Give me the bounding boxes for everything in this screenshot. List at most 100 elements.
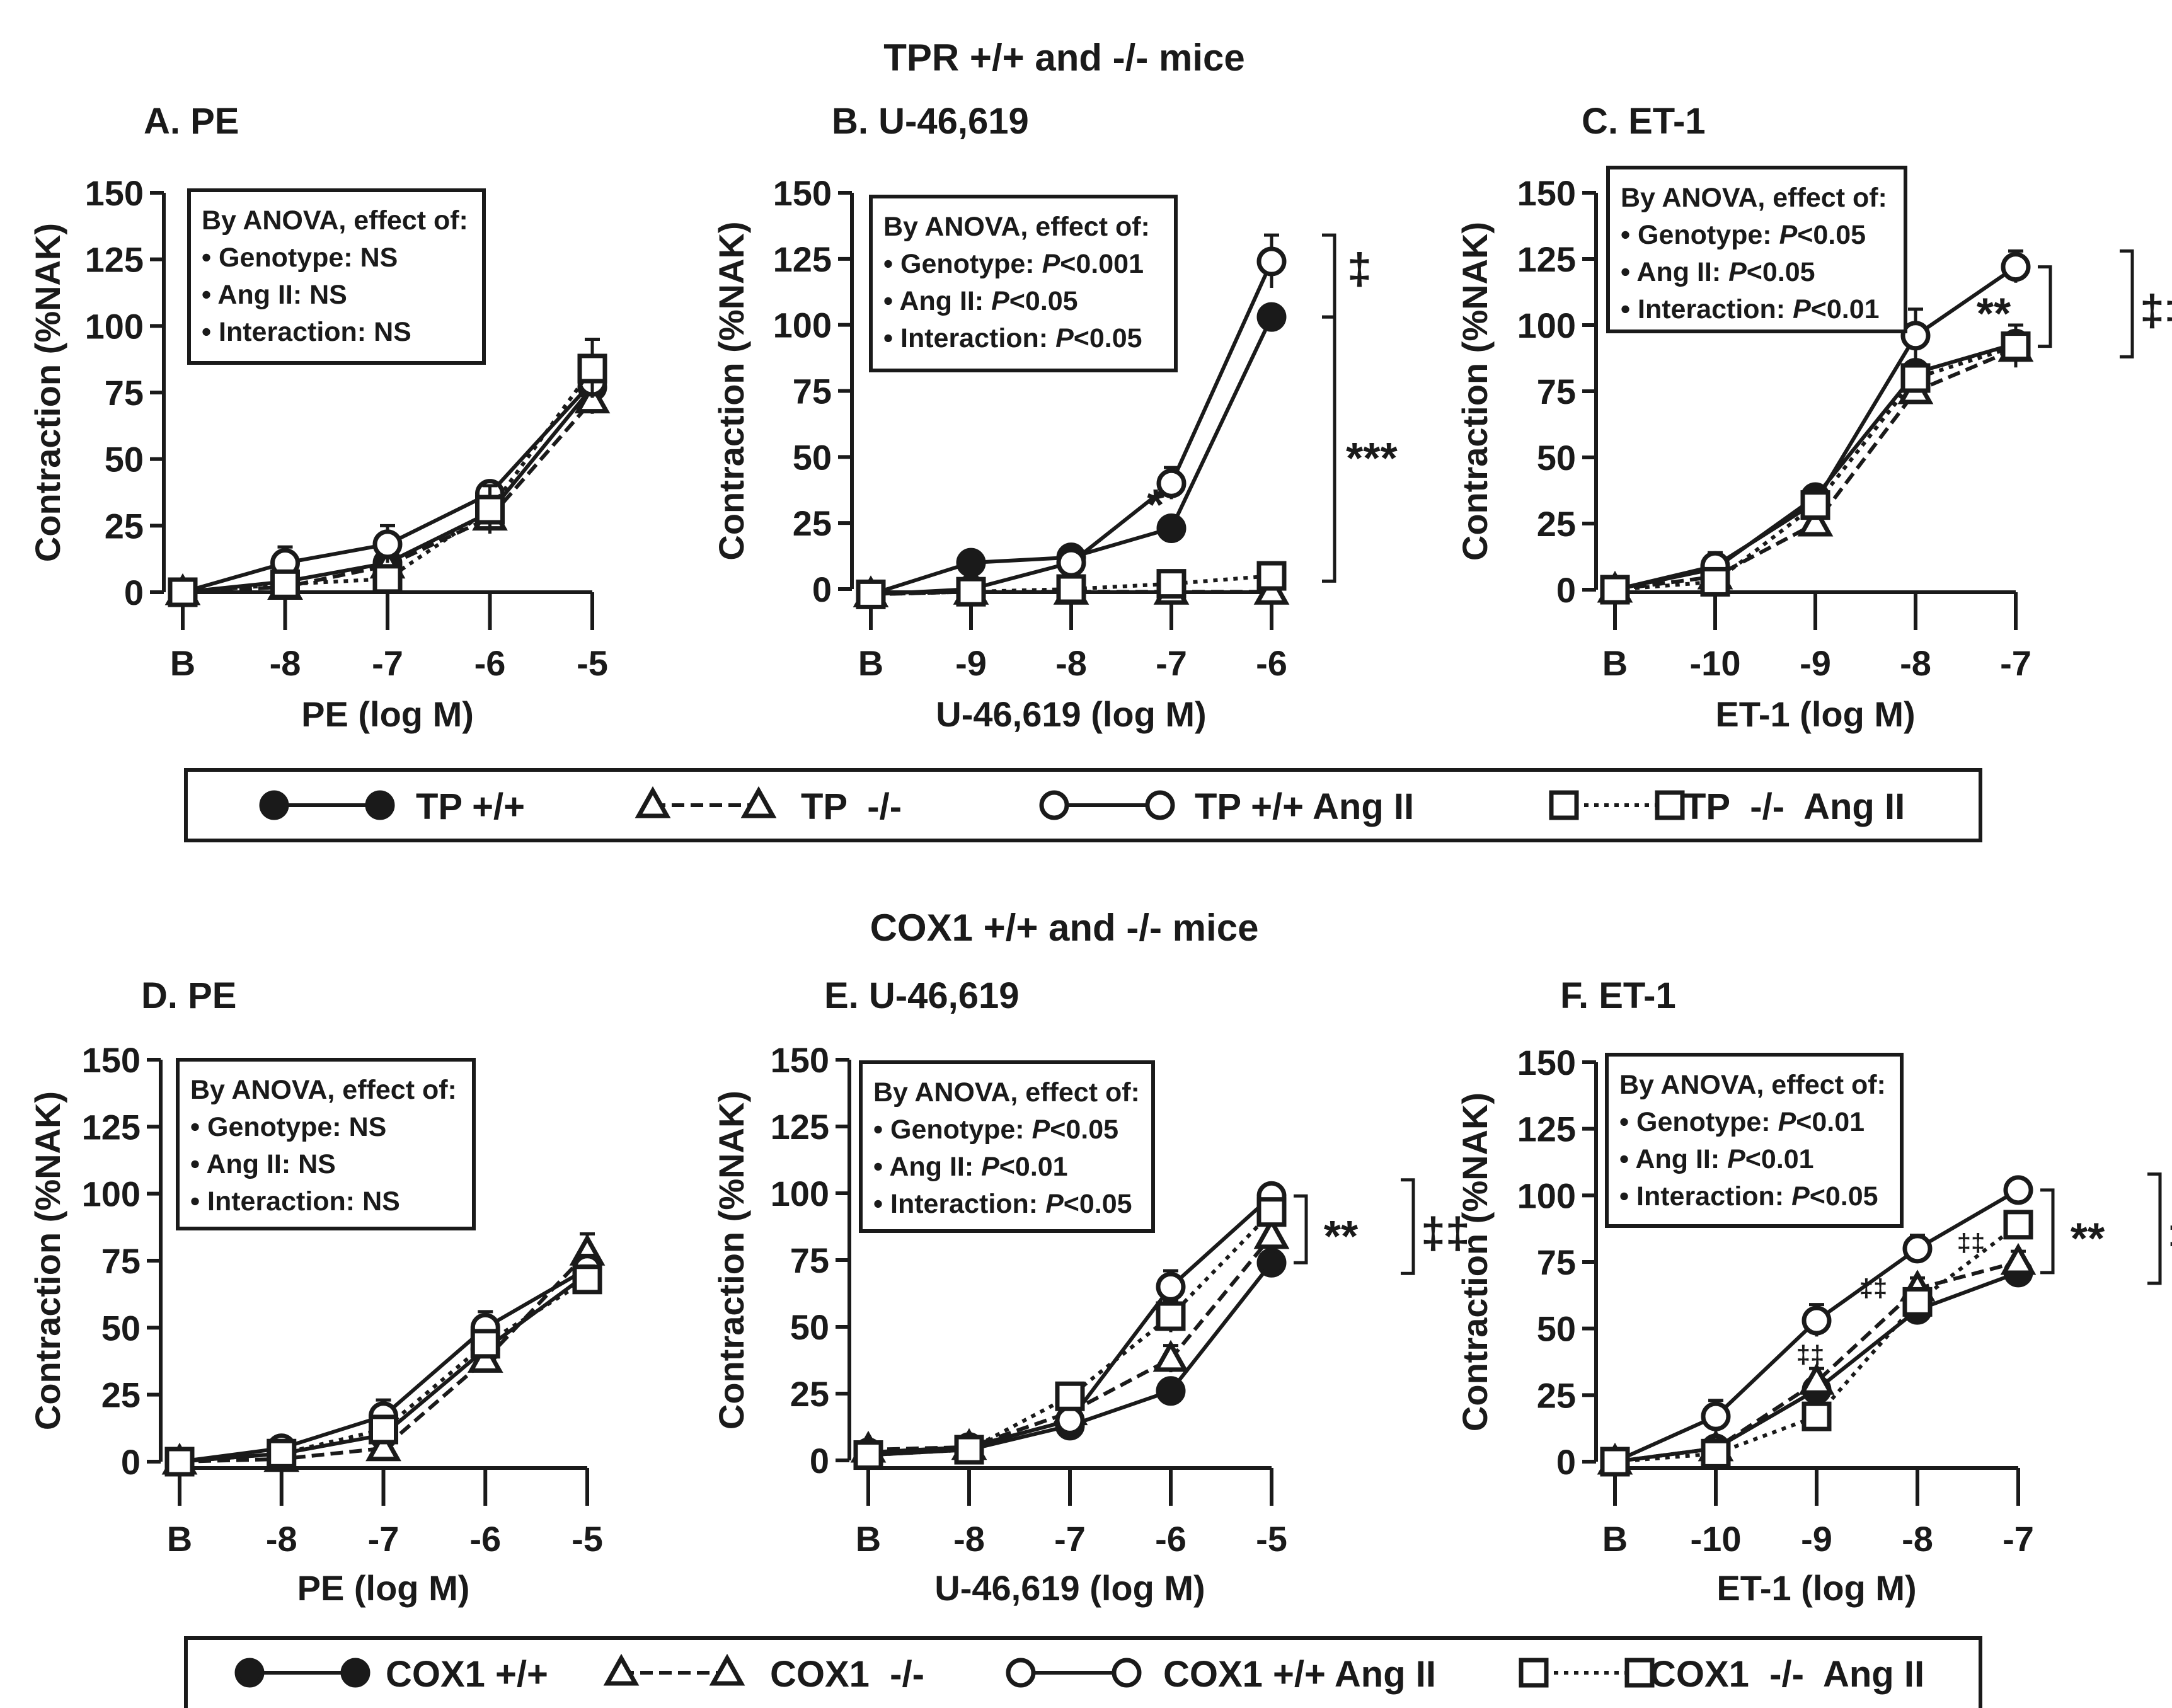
stats-line: • Genotype: NS [202,243,398,273]
y-tick-label: 125 [1517,1109,1576,1149]
x-tick-label: -8 [270,643,301,683]
y-tick-label: 150 [82,1040,141,1080]
bracket [1322,233,1336,319]
data-point [1256,1197,1287,1227]
data-point [2003,1175,2033,1205]
legend-marker [709,1653,745,1686]
x-tick-label: B [856,1519,881,1559]
y-tick-label: 100 [771,1174,829,1213]
x-tick-label: -9 [1801,1519,1832,1559]
significance-mark: ‡‡ [1957,1229,1985,1257]
significance-mark: ‡‡ [1421,1208,1470,1258]
data-point [1156,468,1187,498]
bracket [2038,265,2052,348]
x-tick-label: -8 [953,1519,985,1559]
series-line [1614,1260,2019,1464]
x-tick-label: B [170,643,195,683]
y-tick-label: 50 [790,1307,829,1347]
data-point [2001,252,2031,282]
y-tick-label: 150 [1517,173,1576,213]
data-point [956,576,986,607]
legend-entry: TP +/+ [259,786,525,827]
data-point [572,1264,602,1295]
x-tick-label: -7 [372,643,403,683]
y-tick-label: 25 [101,1375,141,1415]
stats-box-frame [187,188,486,365]
chart-panel-a: A. PE 0 25 50 75 100 125 150 Contraction (%NAK) B… [28,101,611,734]
y-tick-label: 100 [1517,306,1576,345]
data-point [369,1414,398,1445]
panel-title: B. U-46,619 [832,101,1029,142]
legend-marker [1006,1658,1036,1688]
y-tick-label: 125 [773,239,832,279]
data-point [1256,246,1287,277]
y-tick-label: 50 [101,1308,141,1348]
data-point [1055,1405,1085,1435]
stats-line: • Interaction: NS [190,1186,400,1217]
legend-label: COX1 +/+ [386,1654,548,1695]
data-point [1256,302,1287,332]
data-point [1256,1247,1287,1278]
stats-line: • Interaction: NS [202,317,411,347]
stats-line: By ANOVA, effect of: [1619,1070,1886,1100]
y-tick-label: 100 [85,306,144,346]
anova-stats-box: By ANOVA, effect of: • Genotype: P<0.05 • … [1606,166,1907,333]
significance-mark: ‡ [1347,244,1372,294]
series-cox1-ang-ii [853,1197,1287,1470]
y-tick-label: 150 [1517,1043,1576,1082]
data-point [954,1435,984,1465]
significance-mark: ** [1324,1212,1359,1261]
data-point [1156,513,1187,544]
stats-line: • Interaction: P<0.05 [1619,1181,1878,1212]
y-tick-label: 0 [810,1441,829,1481]
bracket [2147,1172,2162,1285]
data-point [2001,331,2031,362]
legend-tpr: TP +/+ TP -/- TP +/+ Ang II TP -/- Ang II [184,768,1982,842]
legend-cox1: COX1 +/+ COX1 -/- COX1 +/+ Ang II COX1 -/- … [184,1636,1982,1708]
x-axis-label: PE (log M) [297,1568,470,1608]
x-tick-label: -7 [1156,643,1187,683]
x-tick-label: -10 [1691,1519,1742,1559]
legend-marker [234,1658,265,1688]
data-point [1900,363,1931,393]
legend-label: COX1 -/- Ang II [1650,1654,1924,1695]
y-tick-label: 50 [105,440,144,479]
series-cox1-ang-ii [1600,1175,2033,1477]
data-point [1600,1447,1630,1477]
x-axis-label: ET-1 (log M) [1716,1568,1916,1608]
series-tp- [1597,330,2034,603]
panel-title: A. PE [144,101,239,142]
stats-box-frame [1605,1053,1904,1228]
stats-box-frame [869,195,1178,372]
stats-line: By ANOVA, effect of: [202,205,468,236]
y-tick-label: 0 [812,570,832,609]
x-tick-label: B [1602,1519,1628,1559]
stats-line: • Ang II: NS [202,280,347,310]
y-tick-label: 125 [85,240,144,280]
stats-line: By ANOVA, effect of: [190,1075,457,1105]
stats-line: • Genotype: P<0.001 [883,249,1144,279]
legend-entry: TP +/+ Ang II [1039,786,1414,827]
legend-marker [635,786,671,818]
x-tick-label: -7 [1054,1519,1086,1559]
stats-line: • Genotype: NS [190,1112,386,1142]
series-tp-ang-ii [856,561,1287,609]
panel-title: E. U-46,619 [824,975,1020,1016]
stats-line: By ANOVA, effect of: [883,212,1150,242]
y-tick-label: 50 [1537,438,1576,478]
section-title-tpr: TPR +/+ and -/- mice [883,37,1245,79]
anova-stats-box: By ANOVA, effect of: • Genotype: P<0.05 • … [859,1060,1155,1233]
legend-entry: COX1 -/- [603,1653,924,1695]
data-point [1056,574,1086,604]
x-tick-label: -8 [1900,643,1931,683]
data-point [470,1329,500,1359]
significance-mark: ** [1977,289,2011,338]
legend-marker [1519,1658,1549,1688]
significance-mark: ‡‡ [2140,286,2172,335]
stats-line: By ANOVA, effect of: [1621,183,1887,213]
legends: TP +/+ TP -/- TP +/+ Ang II TP -/- Ang II CO… [184,768,1982,1708]
legend-marker [340,1658,371,1688]
x-tick-label: -9 [1800,643,1831,683]
x-axis-label: PE (log M) [301,694,474,734]
legend-entry: COX1 -/- Ang II [1519,1654,1924,1695]
